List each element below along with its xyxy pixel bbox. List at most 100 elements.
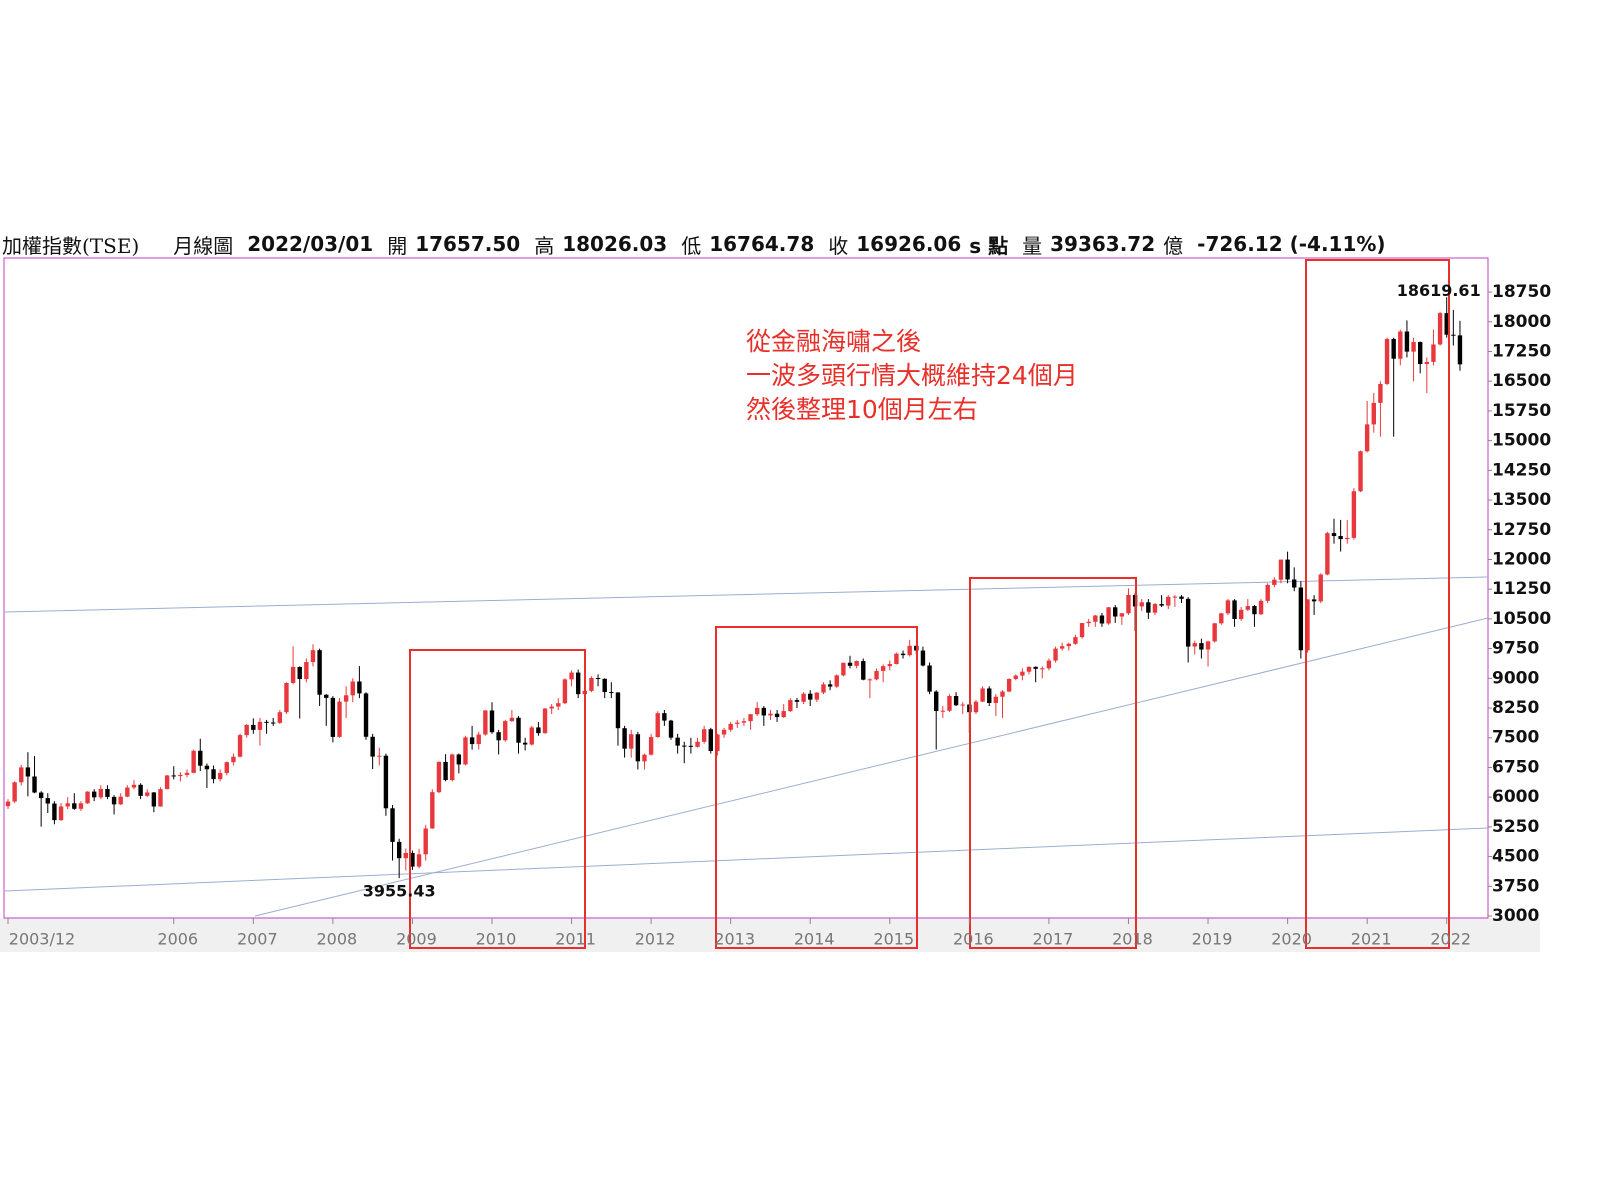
period: 月線圖 xyxy=(173,233,234,258)
highlight-box xyxy=(969,577,1137,949)
candle-body xyxy=(1364,424,1370,452)
candle-body xyxy=(668,720,674,738)
candle-body xyxy=(794,700,800,702)
candle-body xyxy=(65,803,70,807)
y-tick-label: 3750 xyxy=(1492,876,1539,896)
candle-body xyxy=(1205,641,1211,650)
x-tick-label: 2009 xyxy=(396,930,437,949)
candle-body xyxy=(947,695,952,711)
candle-body xyxy=(1113,607,1118,617)
candle-body xyxy=(1225,600,1231,614)
y-tick-label: 15000 xyxy=(1492,431,1551,451)
candle-body xyxy=(330,697,336,737)
x-tick-label: 2008 xyxy=(317,930,358,949)
y-tick-label: 6750 xyxy=(1492,757,1539,777)
candle-body xyxy=(973,701,979,713)
candle-body xyxy=(688,745,694,747)
candle-body xyxy=(1325,533,1330,575)
trend-line xyxy=(4,576,1489,613)
candle-body xyxy=(715,734,720,751)
candle-body xyxy=(1417,342,1423,365)
candle-body xyxy=(1451,334,1456,336)
candle-body xyxy=(874,670,879,680)
x-tick-label: 2016 xyxy=(953,930,994,949)
candle-body xyxy=(12,782,17,802)
trend-line xyxy=(254,617,1489,917)
candle-body xyxy=(1053,648,1058,661)
candle-body xyxy=(1265,584,1270,601)
candle-body xyxy=(251,724,256,730)
candle-body xyxy=(1371,402,1376,425)
open: 17657.50 xyxy=(415,232,521,256)
candle-body xyxy=(78,803,84,809)
candle-body xyxy=(52,803,57,821)
candle-body xyxy=(748,714,753,722)
y-tick-label: 14250 xyxy=(1492,460,1551,480)
candle-body xyxy=(198,750,203,766)
candle-body xyxy=(907,645,912,656)
candle-body xyxy=(801,693,806,702)
candle-body xyxy=(536,727,541,734)
candle-body xyxy=(32,776,37,793)
candle-body xyxy=(575,672,581,695)
candle-body xyxy=(629,734,634,749)
x-tick-label: 2022 xyxy=(1430,930,1471,949)
candle-body xyxy=(1166,596,1171,606)
candle-body xyxy=(38,792,44,799)
candle-body xyxy=(383,755,389,809)
x-tick-label: 2015 xyxy=(873,930,914,949)
y-tick-label: 8250 xyxy=(1492,698,1539,718)
candle-body xyxy=(350,681,355,696)
candle-body xyxy=(1278,559,1284,580)
candle-body xyxy=(1059,646,1065,649)
candle-body xyxy=(1391,338,1396,359)
candle-body xyxy=(1232,600,1237,619)
candle-body xyxy=(489,710,495,733)
candle-body xyxy=(111,796,117,805)
close-label: 收 xyxy=(828,233,849,258)
y-tick-label: 10500 xyxy=(1492,609,1551,629)
candle-body xyxy=(456,754,462,765)
y-tick-label: 9000 xyxy=(1492,668,1539,688)
candle-body xyxy=(682,745,687,747)
candle-body xyxy=(370,736,375,757)
candle-body xyxy=(277,712,283,723)
candle-body xyxy=(337,701,342,737)
close: 16926.06 xyxy=(856,232,962,256)
candle-body xyxy=(953,695,959,706)
candle-body xyxy=(1358,451,1363,492)
candle-body xyxy=(496,732,501,741)
candle-body xyxy=(396,841,402,859)
candle-body xyxy=(987,688,992,703)
candle-body xyxy=(1026,666,1032,672)
candle-body xyxy=(118,796,123,805)
y-tick-label: 7500 xyxy=(1492,728,1539,748)
x-tick-label: 2003/12 xyxy=(9,930,75,949)
candle-body xyxy=(648,737,654,755)
candle-body xyxy=(602,678,607,693)
x-axis-band xyxy=(0,918,1540,952)
candle-body xyxy=(1093,615,1098,622)
x-tick-label: 2014 xyxy=(794,930,835,949)
candle-body xyxy=(164,775,170,790)
candle-body xyxy=(735,722,740,724)
candle-body xyxy=(542,708,548,734)
candle-body xyxy=(867,679,873,681)
candle-body xyxy=(1384,338,1390,384)
candle-body xyxy=(1172,596,1178,598)
candle-body xyxy=(774,713,780,718)
candle-body xyxy=(98,788,104,798)
candle-body xyxy=(1212,623,1217,642)
x-tick-label: 2019 xyxy=(1192,930,1233,949)
y-tick-label: 17250 xyxy=(1492,342,1551,362)
candle-body xyxy=(642,754,647,762)
candle-body xyxy=(1159,604,1164,606)
highlight-box xyxy=(1305,259,1450,949)
candle-body xyxy=(476,734,481,745)
candle-body xyxy=(788,700,793,712)
candle-body xyxy=(450,754,455,781)
candle-body xyxy=(138,784,143,796)
candle-body xyxy=(1411,342,1416,352)
candle-body xyxy=(854,661,859,666)
candle-body xyxy=(204,765,210,770)
